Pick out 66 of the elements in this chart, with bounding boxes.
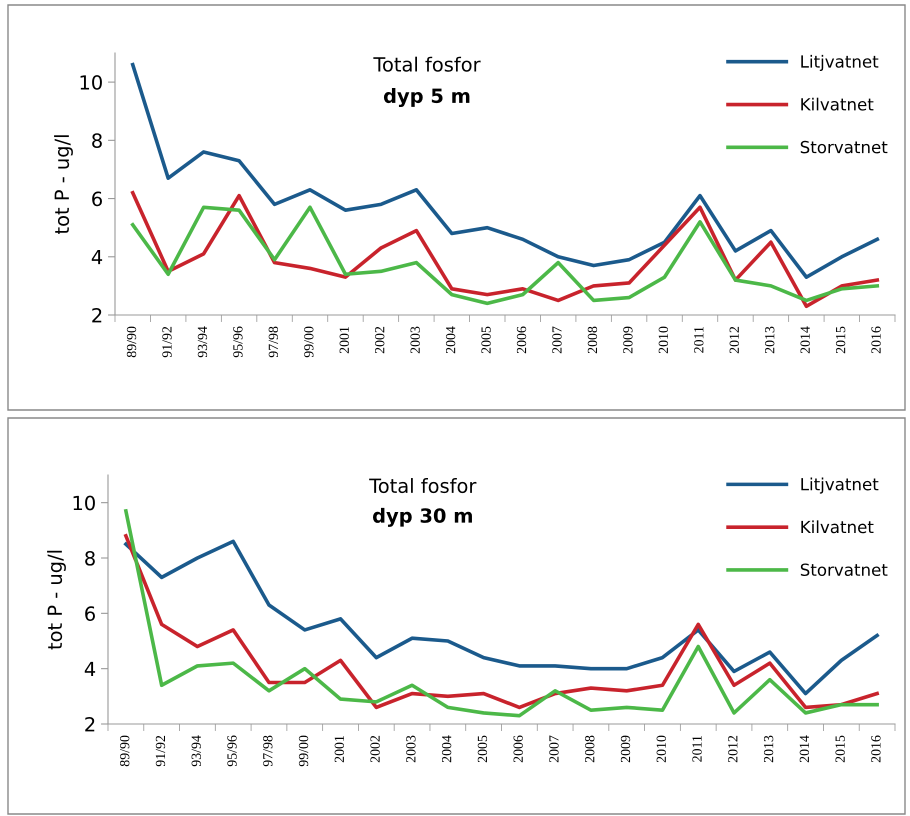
x-tick-label: 2006 [516, 326, 526, 354]
x-tick-label: 2002 [375, 326, 384, 354]
x-tick-label: 95/96 [227, 736, 237, 766]
x-tick-label: 2005 [478, 736, 488, 762]
y-tick-label: 8 [85, 550, 95, 566]
y-tick-label: 6 [85, 606, 95, 621]
x-tick-label: 2004 [442, 735, 452, 762]
x-tick-label: 2003 [406, 736, 416, 762]
y-tick-label: 10 [74, 496, 95, 510]
x-tick-label: 2008 [585, 736, 594, 762]
x-tick-label: 2014 [800, 735, 810, 762]
y-axis-title: tot P - ug/l [47, 550, 66, 650]
x-tick-label: 2008 [588, 326, 598, 354]
y-tick-label: 2 [85, 716, 94, 732]
y-tick-label: 8 [92, 133, 102, 148]
legend-label: Kilvatnet [801, 98, 874, 111]
x-tick-label: 2011 [692, 736, 702, 762]
x-tick-label: 93/94 [192, 735, 201, 766]
x-tick-label: 91/92 [156, 736, 166, 766]
x-tick-label: 2010 [656, 736, 666, 762]
x-tick-label: 2006 [513, 736, 523, 762]
x-tick-label: 2003 [410, 326, 420, 354]
x-tick-label: 2014 [800, 326, 810, 354]
x-tick-label: 89/90 [126, 326, 136, 358]
x-tick-label: 93/94 [198, 326, 208, 358]
x-tick-label: 2015 [836, 326, 846, 354]
x-tick-label: 2016 [871, 736, 881, 762]
x-tick-label: 95/96 [233, 326, 243, 358]
y-tick-label: 6 [92, 192, 102, 206]
x-tick-label: 2015 [835, 736, 845, 762]
x-tick-label: 97/98 [268, 326, 278, 358]
x-tick-label: 2012 [728, 736, 738, 762]
x-tick-label: 2004 [446, 326, 456, 354]
x-tick-label: 99/00 [304, 326, 314, 358]
x-tick-label: 2005 [481, 326, 491, 354]
legend-label: Litjvatnet [801, 54, 878, 72]
x-tick-label: 2001 [334, 736, 344, 762]
x-tick-label: 2007 [552, 326, 562, 354]
x-tick-label: 2013 [765, 326, 774, 354]
x-tick-label: 99/00 [298, 736, 308, 766]
y-tick-label: 4 [92, 250, 102, 264]
x-tick-label: 2011 [694, 326, 704, 353]
chart-title: Total fosfor [369, 478, 476, 494]
x-tick-label: 2002 [370, 736, 380, 762]
x-tick-label: 2012 [730, 326, 739, 354]
x-tick-label: 91/92 [162, 326, 172, 358]
y-axis-title: tot P - ug/l [54, 135, 73, 234]
legend-label: Kilvatnet [801, 520, 874, 534]
legend-label: Storvatnet [800, 140, 888, 154]
x-tick-label: 2010 [658, 326, 668, 354]
text: dyp 5 m [384, 88, 470, 108]
legend-label: Storvatnet [800, 563, 888, 576]
y-tick-label: 2 [92, 308, 102, 322]
x-tick-label: 2013 [764, 736, 774, 762]
x-tick-label: 2009 [623, 326, 633, 354]
x-tick-label: 97/98 [263, 736, 272, 766]
x-tick-label: 2009 [620, 736, 630, 762]
x-tick-label: 2001 [340, 326, 349, 354]
y-tick-label: 10 [80, 75, 102, 90]
x-tick-label: 2016 [871, 326, 881, 354]
y-tick-label: 4 [84, 662, 96, 676]
legend-label: Litjvatnet [801, 478, 878, 494]
x-tick-label: 2007 [549, 736, 559, 762]
chart-title: Total fosfor [373, 56, 481, 72]
text: dyp 30 m [372, 508, 472, 527]
x-tick-label: 89/90 [120, 736, 130, 766]
